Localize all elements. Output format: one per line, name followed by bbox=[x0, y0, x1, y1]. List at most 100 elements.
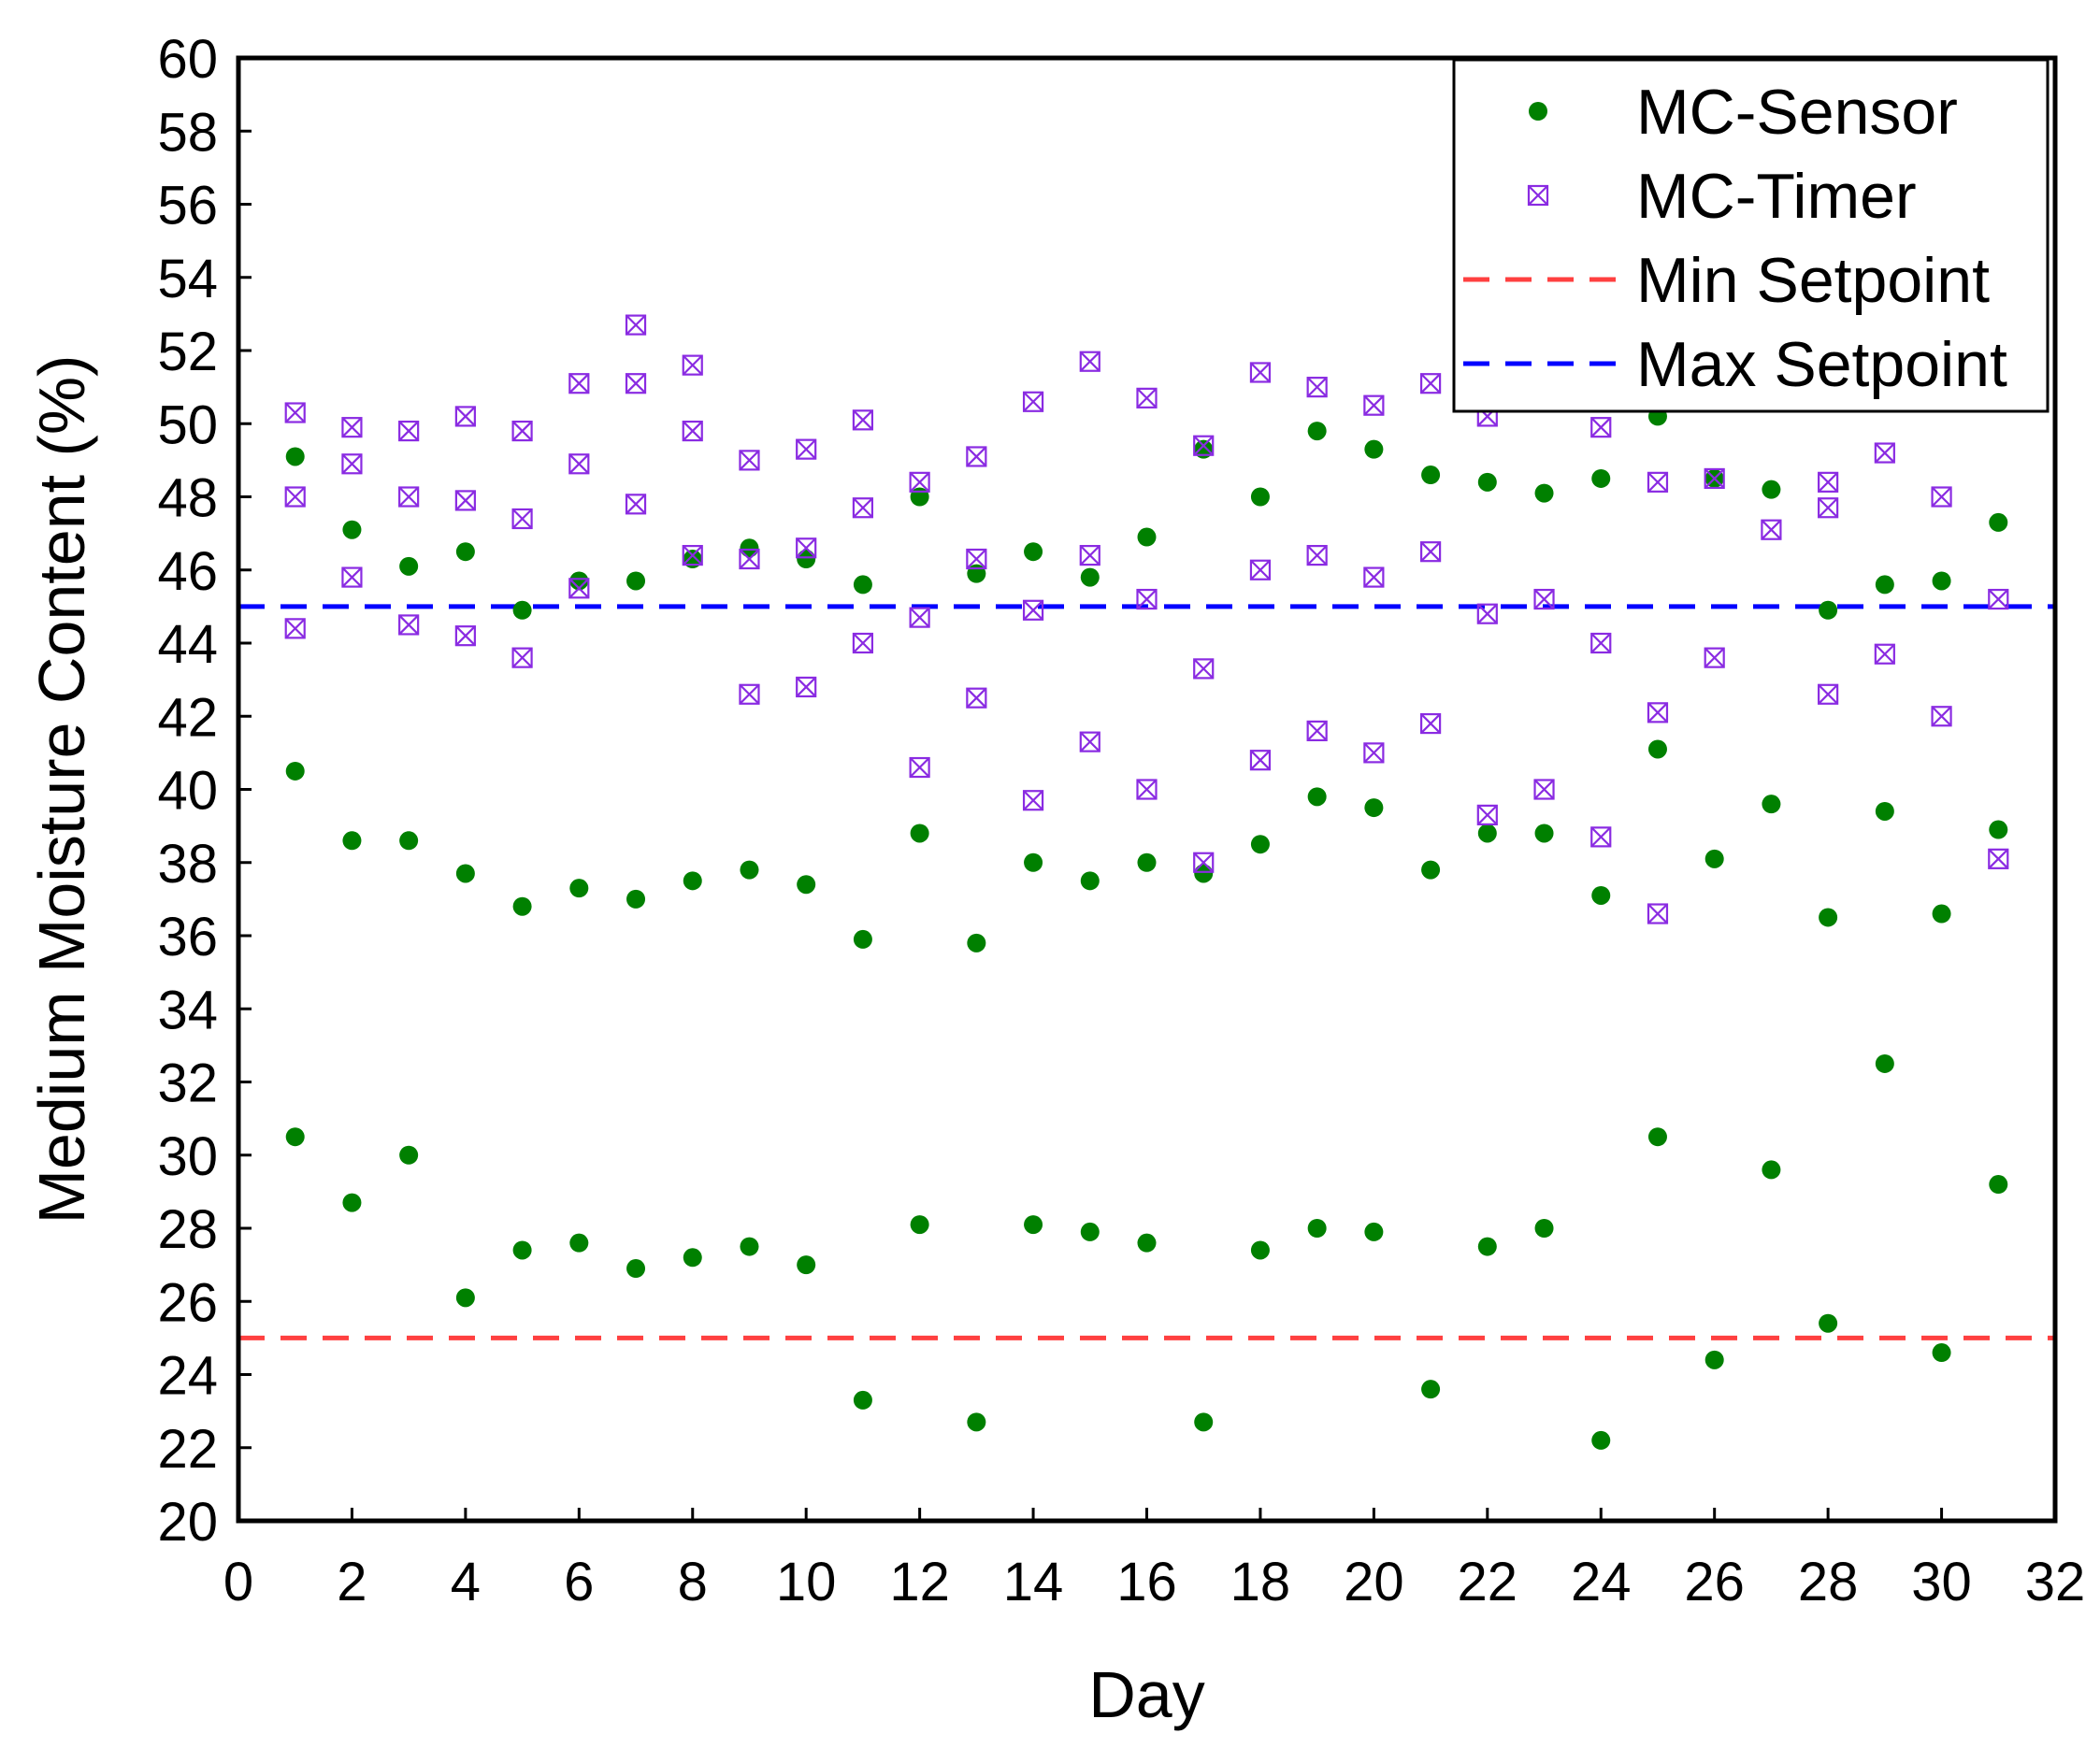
mc-sensor-point bbox=[1534, 483, 1554, 503]
mc-timer-point bbox=[1533, 588, 1555, 610]
mc-timer-point bbox=[682, 354, 703, 376]
mc-sensor-point bbox=[455, 864, 475, 883]
mc-timer-point bbox=[1647, 702, 1669, 723]
mc-sensor-point bbox=[1080, 567, 1100, 587]
mc-timer-point bbox=[568, 578, 590, 599]
mc-timer-point bbox=[511, 420, 533, 442]
legend-mc-sensor-swatch bbox=[1529, 102, 1547, 121]
plot-frame bbox=[236, 55, 2058, 1524]
mc-sensor-point bbox=[683, 1248, 702, 1268]
mc-timer-point bbox=[1136, 588, 1158, 610]
y-tick-label: 36 bbox=[157, 907, 218, 967]
x-tick-label: 20 bbox=[1344, 1552, 1404, 1612]
mc-timer-point bbox=[1988, 588, 2009, 610]
mc-sensor-point bbox=[1250, 1240, 1270, 1260]
mc-timer-point bbox=[1988, 848, 2009, 869]
mc-sensor-point bbox=[1932, 571, 1951, 591]
y-tick-label: 22 bbox=[157, 1419, 218, 1480]
mc-sensor-point bbox=[967, 1412, 986, 1432]
mc-timer-point bbox=[1079, 731, 1100, 752]
mc-timer-point bbox=[1590, 826, 1612, 848]
mc-timer-point bbox=[1704, 647, 1725, 668]
mc-timer-point bbox=[1818, 471, 1839, 493]
mc-sensor-point bbox=[1477, 472, 1497, 492]
mc-timer-point bbox=[909, 756, 930, 779]
mc-sensor-point bbox=[853, 1390, 872, 1410]
mc-sensor-point bbox=[1819, 1313, 1838, 1333]
mc-timer-point bbox=[1931, 706, 1952, 727]
mc-sensor-point bbox=[1421, 860, 1441, 880]
mc-timer-point bbox=[1590, 417, 1612, 438]
mc-sensor-point bbox=[740, 860, 759, 880]
mc-timer-point bbox=[1818, 683, 1839, 705]
mc-timer-point bbox=[1363, 566, 1385, 588]
mc-sensor-point bbox=[967, 933, 986, 953]
mc-timer-point bbox=[398, 420, 420, 442]
legend-box bbox=[1452, 58, 2050, 413]
mc-sensor-point bbox=[853, 575, 872, 594]
y-tick-label: 48 bbox=[157, 468, 218, 529]
mc-sensor-point bbox=[1477, 1237, 1497, 1256]
mc-sensor-point bbox=[1875, 575, 1894, 594]
mc-sensor-point bbox=[1421, 1380, 1441, 1399]
mc-sensor-point bbox=[740, 538, 759, 558]
mc-timer-point bbox=[966, 687, 987, 709]
mc-timer-point bbox=[796, 438, 817, 460]
mc-timer-point bbox=[1419, 712, 1442, 735]
mc-timer-point bbox=[796, 676, 817, 698]
legend-mc-sensor-label: MC-Sensor bbox=[1636, 77, 1958, 148]
x-tick-label: 16 bbox=[1116, 1552, 1177, 1612]
mc-timer-point bbox=[852, 497, 874, 519]
mc-sensor-point bbox=[910, 487, 929, 507]
y-tick-label: 50 bbox=[157, 394, 218, 455]
mc-timer-point bbox=[284, 486, 306, 508]
mc-timer-point bbox=[625, 494, 647, 515]
y-tick-label: 42 bbox=[157, 687, 218, 748]
mc-timer-point bbox=[1874, 643, 1895, 665]
mc-timer-point bbox=[682, 420, 703, 442]
mc-timer-point bbox=[511, 647, 533, 668]
mc-sensor-point bbox=[1477, 824, 1497, 843]
mc-sensor-point bbox=[399, 831, 419, 851]
mc-sensor-point bbox=[1875, 1053, 1894, 1073]
mc-timer-point bbox=[1193, 852, 1215, 873]
mc-timer-point bbox=[909, 471, 930, 493]
y-tick-label: 30 bbox=[157, 1126, 218, 1187]
mc-timer-point bbox=[1647, 471, 1669, 493]
mc-timer-point bbox=[284, 402, 306, 423]
mc-sensor-point bbox=[569, 571, 589, 591]
mc-sensor-point bbox=[797, 550, 816, 569]
y-tick-label: 58 bbox=[157, 102, 218, 163]
mc-timer-point bbox=[454, 406, 476, 427]
mc-timer-point bbox=[1079, 351, 1100, 372]
mc-sensor-point bbox=[740, 1237, 759, 1256]
y-tick-label: 46 bbox=[157, 541, 218, 602]
mc-sensor-point bbox=[1194, 864, 1214, 883]
legend-min-setpoint-label: Min Setpoint bbox=[1636, 245, 1990, 316]
mc-sensor-point bbox=[1762, 795, 1781, 814]
mc-sensor-point bbox=[967, 564, 986, 583]
x-tick-label: 2 bbox=[337, 1552, 367, 1612]
mc-sensor-point bbox=[455, 1288, 475, 1308]
mc-timer-point bbox=[852, 409, 874, 431]
y-axis-title: Medium Moisture Content (%) bbox=[25, 355, 98, 1225]
x-tick-label: 26 bbox=[1684, 1552, 1745, 1612]
y-tick-label: 56 bbox=[157, 176, 218, 236]
mc-sensor-point bbox=[342, 831, 362, 851]
mc-sensor-point bbox=[399, 556, 419, 576]
mc-sensor-point bbox=[1364, 439, 1384, 459]
mc-sensor-point bbox=[1989, 512, 2008, 532]
mc-sensor-point bbox=[1647, 739, 1667, 759]
mc-timer-point bbox=[1136, 779, 1158, 800]
x-tick-label: 32 bbox=[2025, 1552, 2086, 1612]
mc-timer-point bbox=[1022, 790, 1044, 811]
x-tick-label: 14 bbox=[1003, 1552, 1064, 1612]
mc-sensor-point bbox=[512, 600, 532, 620]
mc-sensor-point bbox=[342, 1193, 362, 1212]
mc-sensor-point bbox=[1932, 1343, 1951, 1363]
mc-timer-point bbox=[1590, 632, 1612, 654]
mc-sensor-point bbox=[1137, 1233, 1157, 1253]
mc-sensor-point bbox=[1250, 835, 1270, 854]
mc-sensor-point bbox=[285, 761, 305, 781]
